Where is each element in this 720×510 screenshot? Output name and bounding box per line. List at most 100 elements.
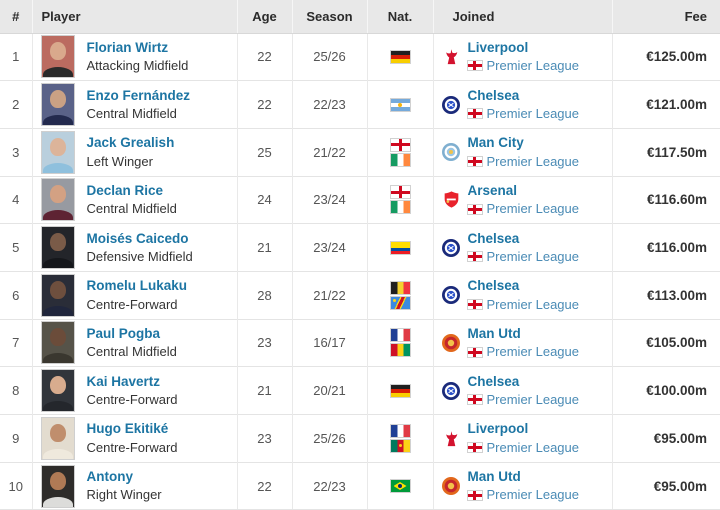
season-cell: 21/22	[291, 127, 367, 177]
table-row: 8 Kai Havertz Centre-Forward 21 20/21 Chelsea…	[0, 366, 720, 415]
manutd-crest-icon[interactable]	[441, 476, 462, 497]
player-photo[interactable]	[40, 369, 75, 413]
league-link[interactable]: Premier League	[486, 105, 580, 121]
player-photo[interactable]	[40, 83, 75, 127]
player-cell: Kai Havertz Centre-Forward	[31, 366, 237, 415]
ireland-flag-icon	[390, 153, 410, 166]
club-link[interactable]: Liverpool	[467, 421, 529, 437]
player-name-link[interactable]: Romelu Lukaku	[86, 278, 188, 294]
rank-cell: 6	[0, 270, 32, 320]
manutd-crest-icon[interactable]	[441, 332, 462, 353]
player-position: Central Midfield	[86, 105, 177, 121]
nationality-cell	[366, 270, 433, 320]
mancity-crest-icon[interactable]	[441, 142, 462, 163]
column-header-nationality: Nat.	[366, 0, 433, 34]
table-row: 6 Romelu Lukaku Centre-Forward 28 21/22 Chels…	[0, 270, 720, 320]
club-link[interactable]: Chelsea	[467, 373, 520, 389]
england-flag-icon	[390, 138, 410, 151]
rank-cell: 7	[0, 318, 32, 367]
player-cell: Hugo Ekitiké Centre-Forward	[31, 414, 237, 463]
league-link[interactable]: Premier League	[486, 439, 580, 455]
chelsea-crest-icon[interactable]	[441, 237, 462, 258]
table-row: 3 Jack Grealish Left Winger 25 21/22 Man City…	[0, 127, 720, 177]
club-link[interactable]: Man City	[467, 135, 524, 151]
england-flag-icon	[390, 186, 410, 199]
table-row: 5 Moisés Caicedo Defensive Midfield 21 23/24…	[0, 223, 720, 272]
player-photo[interactable]	[40, 416, 75, 460]
player-position: Central Midfield	[86, 201, 177, 217]
nationality-cell	[366, 80, 433, 129]
germany-flag-icon	[390, 384, 410, 397]
club-link[interactable]: Chelsea	[467, 230, 520, 246]
season-cell: 23/24	[291, 175, 367, 224]
fee-cell: €116.00m	[611, 223, 720, 272]
player-name-link[interactable]: Declan Rice	[86, 183, 164, 199]
player-cell: Declan Rice Central Midfield	[31, 175, 237, 224]
liverpool-crest-icon[interactable]	[441, 428, 462, 449]
rank-cell: 10	[0, 461, 32, 510]
england-flag-icon	[467, 204, 482, 214]
player-photo[interactable]	[40, 178, 75, 222]
league-link[interactable]: Premier League	[486, 296, 580, 312]
player-photo[interactable]	[40, 321, 75, 365]
player-photo[interactable]	[40, 226, 75, 270]
player-name-link[interactable]: Florian Wirtz	[86, 39, 169, 55]
club-link[interactable]: Liverpool	[467, 39, 529, 55]
season-cell: 16/17	[291, 318, 367, 367]
player-photo[interactable]	[40, 464, 75, 508]
player-photo[interactable]	[40, 130, 75, 174]
age-cell: 22	[236, 461, 292, 510]
player-name-link[interactable]: Enzo Fernández	[86, 87, 191, 103]
club-link[interactable]: Chelsea	[467, 87, 520, 103]
club-link[interactable]: Chelsea	[467, 278, 520, 294]
player-cell: Romelu Lukaku Centre-Forward	[31, 270, 237, 320]
league-link[interactable]: Premier League	[486, 391, 580, 407]
fee-cell: €100.00m	[611, 366, 720, 415]
club-link[interactable]: Man Utd	[467, 469, 521, 485]
age-cell: 21	[236, 366, 292, 415]
age-cell: 23	[236, 414, 292, 463]
player-name-link[interactable]: Kai Havertz	[86, 373, 161, 389]
table-row: 7 Paul Pogba Central Midfield 23 16/17 Man Ut…	[0, 318, 720, 367]
column-header-age: Age	[236, 0, 292, 34]
player-name-link[interactable]: Antony	[86, 469, 134, 485]
arsenal-crest-icon[interactable]	[441, 189, 462, 210]
table-header: # Player Age Season Nat. Joined Fee	[0, 0, 720, 34]
club-link[interactable]: Man Utd	[467, 326, 521, 342]
league-link[interactable]: Premier League	[486, 248, 580, 264]
league-link[interactable]: Premier League	[486, 58, 580, 74]
nationality-cell	[366, 223, 433, 272]
table-row: 4 Declan Rice Central Midfield 24 23/24 Arsen…	[0, 175, 720, 224]
league-link[interactable]: Premier League	[486, 201, 580, 217]
nationality-cell	[366, 175, 433, 224]
player-name-link[interactable]: Paul Pogba	[86, 326, 161, 342]
nationality-cell	[366, 127, 433, 177]
player-position: Centre-Forward	[86, 391, 178, 407]
age-cell: 22	[236, 32, 292, 81]
player-name-link[interactable]: Jack Grealish	[86, 135, 175, 151]
player-photo[interactable]	[40, 35, 75, 79]
club-link[interactable]: Arsenal	[467, 183, 518, 199]
player-name-link[interactable]: Hugo Ekitiké	[86, 421, 169, 437]
chelsea-crest-icon[interactable]	[441, 285, 462, 306]
fee-cell: €116.60m	[611, 175, 720, 224]
fee-cell: €117.50m	[611, 127, 720, 177]
belgium-flag-icon	[390, 281, 410, 294]
chelsea-crest-icon[interactable]	[441, 94, 462, 115]
chelsea-crest-icon[interactable]	[441, 380, 462, 401]
joined-cell: Man City Premier League	[432, 127, 612, 177]
player-cell: Enzo Fernández Central Midfield	[31, 80, 237, 129]
england-flag-icon	[467, 442, 482, 452]
table-row: 10 Antony Right Winger 22 22/23 Man Utd Premie…	[0, 461, 720, 510]
fee-cell: €95.00m	[611, 461, 720, 510]
league-link[interactable]: Premier League	[486, 153, 580, 169]
fee-cell: €125.00m	[611, 32, 720, 81]
player-name-link[interactable]: Moisés Caicedo	[86, 230, 189, 246]
liverpool-crest-icon[interactable]	[441, 46, 462, 67]
fee-cell: €95.00m	[611, 414, 720, 463]
player-photo[interactable]	[40, 273, 75, 317]
league-link[interactable]: Premier League	[486, 344, 580, 360]
league-link[interactable]: Premier League	[486, 487, 580, 503]
fee-cell: €121.00m	[611, 80, 720, 129]
dr-congo-flag-icon	[390, 296, 410, 309]
